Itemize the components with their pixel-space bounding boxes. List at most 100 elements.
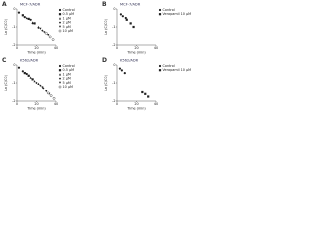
legend-label: Verapamil 10 µM bbox=[163, 12, 192, 16]
legend-marker bbox=[58, 85, 62, 89]
chart-title: MCF-7/ADR bbox=[120, 3, 141, 7]
legend-label: 10 µM bbox=[63, 29, 74, 33]
legend-label: 1 µM bbox=[63, 72, 71, 76]
legend-label: 2 µM bbox=[63, 21, 71, 25]
data-point bbox=[41, 29, 44, 32]
x-tick-label: 20 bbox=[134, 46, 138, 50]
y-axis-label: Ln (C/C0) bbox=[4, 74, 8, 90]
data-point bbox=[48, 35, 52, 39]
data-point bbox=[144, 92, 147, 95]
legend-label: Control bbox=[163, 64, 175, 68]
x-axis-label: Time (min) bbox=[26, 107, 46, 111]
y-axis-label: Ln (C/C0) bbox=[4, 18, 8, 34]
data-point bbox=[119, 13, 122, 16]
x-axis-label: Time (min) bbox=[26, 51, 46, 55]
data-point bbox=[46, 91, 50, 95]
data-point bbox=[23, 72, 26, 75]
legend-label: 0.5 µM bbox=[63, 68, 75, 72]
data-point bbox=[42, 87, 45, 90]
y-axis-label: Ln (C/C0) bbox=[104, 74, 108, 90]
panel-label: C bbox=[2, 57, 7, 64]
x-tick-label: 40 bbox=[54, 102, 58, 106]
data-point bbox=[129, 22, 132, 25]
legend-label: 2 µM bbox=[63, 77, 71, 81]
legend-label: Control bbox=[63, 64, 75, 68]
data-point bbox=[147, 95, 150, 98]
data-point bbox=[31, 78, 34, 81]
y-tick-label: -2 bbox=[12, 99, 15, 103]
x-tick-label: 40 bbox=[154, 46, 158, 50]
data-point bbox=[27, 17, 30, 20]
y-tick-label: 0 bbox=[113, 63, 115, 67]
legend-label: 5 µM bbox=[63, 81, 71, 85]
y-tick-label: 0 bbox=[113, 7, 115, 11]
data-point bbox=[49, 94, 53, 97]
legend-marker bbox=[58, 77, 62, 80]
legend-marker bbox=[58, 17, 62, 20]
data-point bbox=[39, 84, 42, 87]
chart-title: K562/ADR bbox=[20, 59, 39, 63]
data-point bbox=[120, 69, 123, 72]
legend-label: Verapamil 10 µM bbox=[163, 68, 192, 72]
legend-label: 5 µM bbox=[63, 25, 71, 29]
data-point bbox=[45, 90, 48, 93]
x-tick-label: 40 bbox=[154, 102, 158, 106]
data-point bbox=[27, 74, 30, 77]
y-tick-label: -1 bbox=[12, 81, 15, 85]
panel-label: B bbox=[102, 1, 107, 8]
legend-label: 1 µM bbox=[63, 16, 71, 20]
panel-label: D bbox=[102, 57, 107, 64]
legend-marker bbox=[158, 64, 162, 68]
data-point bbox=[33, 22, 36, 25]
y-tick-label: -2 bbox=[112, 99, 115, 103]
legend-marker bbox=[158, 8, 162, 12]
x-tick-label: 0 bbox=[16, 102, 18, 106]
legend-marker bbox=[58, 13, 62, 16]
x-axis-label: Time (min) bbox=[126, 51, 146, 55]
figure: A MCF-7/ADR 0 20 40 -2 -1 0 Time (min) Ln (C/C0) C… bbox=[2, 1, 192, 111]
panel-label: A bbox=[2, 1, 7, 8]
data-point bbox=[47, 34, 50, 37]
data-point bbox=[121, 15, 124, 18]
legend-marker bbox=[58, 21, 62, 24]
data-point bbox=[17, 66, 21, 69]
x-axis-label: Time (min) bbox=[126, 107, 146, 111]
legend-marker bbox=[158, 13, 162, 16]
data-point bbox=[37, 26, 40, 29]
data-point bbox=[44, 32, 48, 35]
legend-marker bbox=[58, 29, 62, 33]
y-tick-label: -1 bbox=[112, 81, 115, 85]
data-point bbox=[29, 18, 32, 21]
x-tick-label: 20 bbox=[34, 102, 38, 106]
y-tick-label: -1 bbox=[112, 25, 115, 29]
data-point bbox=[51, 38, 55, 41]
chart-title: MCF-7/ADR bbox=[20, 3, 41, 7]
legend-marker bbox=[58, 25, 62, 28]
legend-label: Control bbox=[163, 8, 175, 12]
data-point bbox=[123, 72, 126, 75]
data-point bbox=[118, 67, 122, 70]
data-point bbox=[29, 76, 32, 79]
data-point bbox=[35, 81, 38, 85]
x-tick-label: 40 bbox=[54, 46, 58, 50]
data-point bbox=[37, 82, 40, 85]
x-tick-label: 20 bbox=[134, 102, 138, 106]
data-point bbox=[43, 31, 46, 34]
y-tick-label: 0 bbox=[13, 7, 15, 11]
data-point bbox=[41, 86, 44, 89]
data-point bbox=[21, 14, 24, 17]
data-point bbox=[52, 97, 56, 100]
legend-marker bbox=[58, 8, 62, 12]
legend-marker bbox=[58, 73, 62, 76]
legend-marker bbox=[58, 64, 62, 68]
x-tick-label: 20 bbox=[34, 46, 38, 50]
y-tick-label: -2 bbox=[112, 43, 115, 47]
legend-marker bbox=[58, 69, 62, 72]
legend-label: 10 µM bbox=[63, 85, 74, 89]
data-point bbox=[141, 90, 144, 94]
data-point bbox=[33, 80, 36, 83]
chart-title: K562/ADR bbox=[120, 59, 139, 63]
legend-label: 0.5 µM bbox=[63, 12, 75, 16]
x-tick-label: 0 bbox=[16, 46, 18, 50]
data-point bbox=[23, 16, 26, 19]
